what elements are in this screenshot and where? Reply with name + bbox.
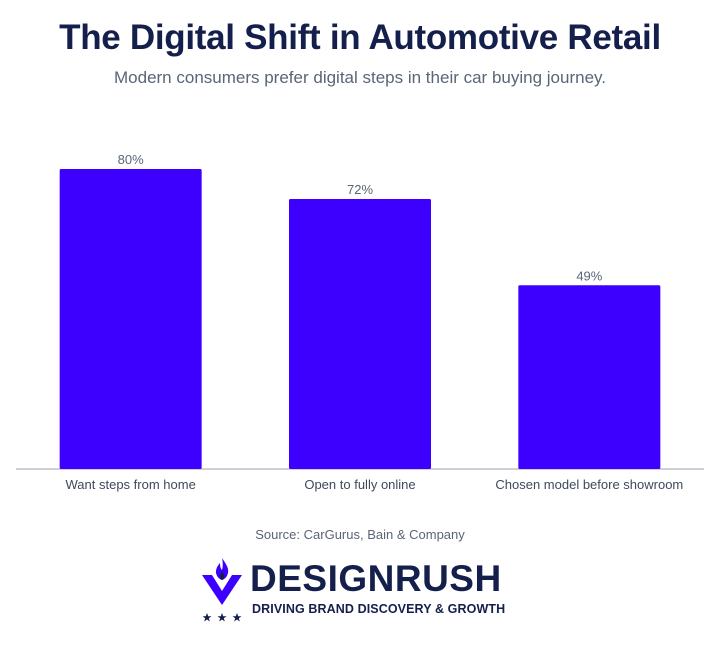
data-label-3: 49% [576, 268, 602, 283]
bar-3 [518, 285, 661, 469]
bar-chart: 80% Want steps from home 72% Open to fully … [16, 152, 704, 492]
data-label-1: 80% [118, 152, 144, 167]
flame-shield-logo-icon [202, 558, 242, 622]
designrush-logo: DESIGNRUSH DRIVING BRAND DISCOVERY & GRO… [199, 555, 529, 625]
category-label-3: Chosen model before showroom [495, 477, 683, 492]
chart-title: The Digital Shift in Automotive Retail [59, 18, 661, 57]
source-note: Source: CarGurus, Bain & Company [255, 527, 465, 542]
category-label-2: Open to fully online [304, 477, 415, 492]
chart-subtitle: Modern consumers prefer digital steps in… [114, 68, 606, 87]
bar-1 [59, 169, 202, 469]
bar-2 [289, 199, 431, 469]
brand-tagline: DRIVING BRAND DISCOVERY & GROWTH [252, 602, 506, 616]
brand-name: DESIGNRUSH [250, 558, 502, 599]
category-label-1: Want steps from home [66, 477, 196, 492]
data-label-2: 72% [347, 182, 373, 197]
